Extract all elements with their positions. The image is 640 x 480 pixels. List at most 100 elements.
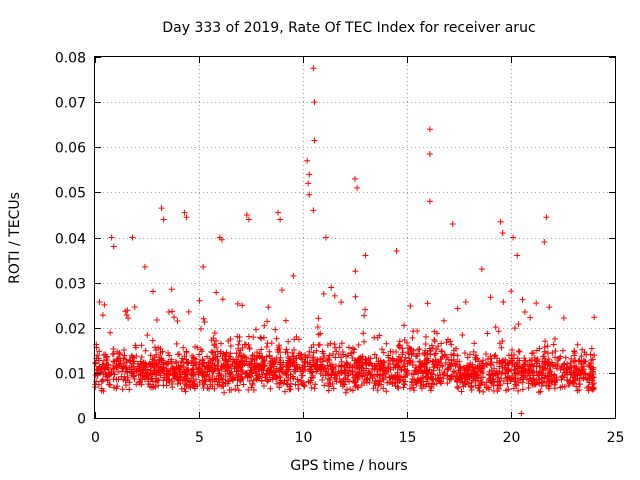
data-point — [407, 303, 414, 310]
data-point — [192, 343, 199, 350]
data-point — [358, 382, 365, 389]
data-point — [550, 375, 557, 382]
data-point — [456, 358, 463, 365]
data-point — [124, 369, 131, 376]
data-point — [567, 363, 574, 370]
data-point — [272, 368, 279, 375]
data-point — [235, 387, 242, 394]
data-point — [453, 345, 460, 352]
data-point — [152, 362, 159, 369]
data-point — [245, 333, 252, 340]
data-point — [525, 384, 532, 391]
data-point — [483, 379, 490, 386]
data-point — [496, 363, 503, 370]
data-point — [380, 385, 387, 392]
data-point — [436, 360, 443, 367]
data-point — [533, 357, 540, 364]
data-point — [243, 211, 250, 218]
data-point — [539, 379, 546, 386]
data-point — [541, 349, 548, 356]
data-point — [448, 360, 455, 367]
data-point — [396, 356, 403, 363]
data-point — [118, 373, 125, 380]
data-point — [409, 334, 416, 341]
data-point — [426, 151, 433, 158]
data-point — [516, 357, 523, 364]
data-point — [188, 357, 195, 364]
data-point — [105, 361, 112, 368]
data-point — [280, 370, 287, 377]
data-point — [522, 360, 529, 367]
data-point — [174, 375, 181, 382]
y-tick-label: 0.01 — [55, 367, 86, 383]
data-point — [145, 371, 152, 378]
data-point — [291, 336, 298, 343]
data-point — [133, 381, 140, 388]
data-point — [321, 382, 328, 389]
data-point — [315, 315, 322, 322]
data-point — [190, 365, 197, 372]
data-point — [588, 374, 595, 381]
data-point — [164, 376, 171, 383]
data-point — [378, 346, 385, 353]
data-point — [151, 354, 158, 361]
data-point — [362, 252, 369, 259]
data-point — [399, 345, 406, 352]
data-point — [443, 339, 450, 346]
data-point — [110, 376, 117, 383]
data-point — [560, 315, 567, 322]
data-point — [149, 378, 156, 385]
data-point — [230, 356, 237, 363]
data-point — [378, 360, 385, 367]
data-point — [451, 369, 458, 376]
data-point — [137, 368, 144, 375]
data-point — [492, 352, 499, 359]
data-point — [256, 366, 263, 373]
data-point — [294, 376, 301, 383]
data-point — [312, 381, 319, 388]
data-point — [170, 372, 177, 379]
data-point — [264, 377, 271, 384]
data-point — [589, 381, 596, 388]
data-point — [304, 360, 311, 367]
data-point — [406, 355, 413, 362]
data-point — [233, 359, 240, 366]
data-point — [392, 364, 399, 371]
data-point — [325, 371, 332, 378]
data-point — [138, 353, 145, 360]
data-point — [584, 384, 591, 391]
data-point — [503, 387, 510, 394]
data-point — [448, 351, 455, 358]
data-point — [436, 367, 443, 374]
data-point — [168, 380, 175, 387]
data-point — [402, 354, 409, 361]
data-point — [483, 384, 490, 391]
data-point — [191, 381, 198, 388]
data-point — [409, 350, 416, 357]
data-point — [226, 353, 233, 360]
data-point — [142, 347, 149, 354]
data-point — [114, 383, 121, 390]
data-point — [245, 386, 252, 393]
data-point — [476, 358, 483, 365]
data-point — [484, 330, 491, 337]
data-point — [313, 368, 320, 375]
data-point — [431, 338, 438, 345]
data-point — [408, 370, 415, 377]
data-point — [366, 371, 373, 378]
data-point — [212, 365, 219, 372]
data-point — [264, 378, 271, 385]
data-point — [246, 346, 253, 353]
data-point — [515, 348, 522, 355]
data-point — [362, 306, 369, 313]
data-point — [171, 314, 178, 321]
data-point — [439, 371, 446, 378]
chart-title: Day 333 of 2019, Rate Of TEC Index for r… — [162, 20, 535, 36]
data-point — [478, 266, 485, 273]
data-point — [210, 335, 217, 342]
data-point — [494, 381, 501, 388]
data-point — [419, 374, 426, 381]
data-point — [374, 387, 381, 394]
data-point — [314, 356, 321, 363]
data-point — [121, 352, 128, 359]
